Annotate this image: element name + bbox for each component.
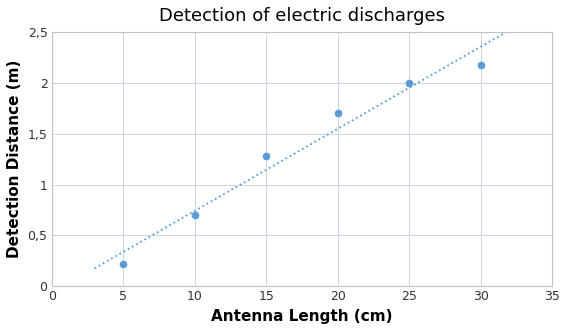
Point	[405, 80, 414, 85]
Title: Detection of electric discharges: Detection of electric discharges	[159, 7, 445, 25]
X-axis label: Antenna Length (cm): Antenna Length (cm)	[211, 309, 392, 324]
Point	[119, 261, 128, 266]
Point	[261, 154, 270, 159]
Y-axis label: Detection Distance (m): Detection Distance (m)	[7, 60, 22, 259]
Point	[476, 62, 485, 67]
Point	[333, 111, 342, 116]
Point	[190, 213, 199, 218]
